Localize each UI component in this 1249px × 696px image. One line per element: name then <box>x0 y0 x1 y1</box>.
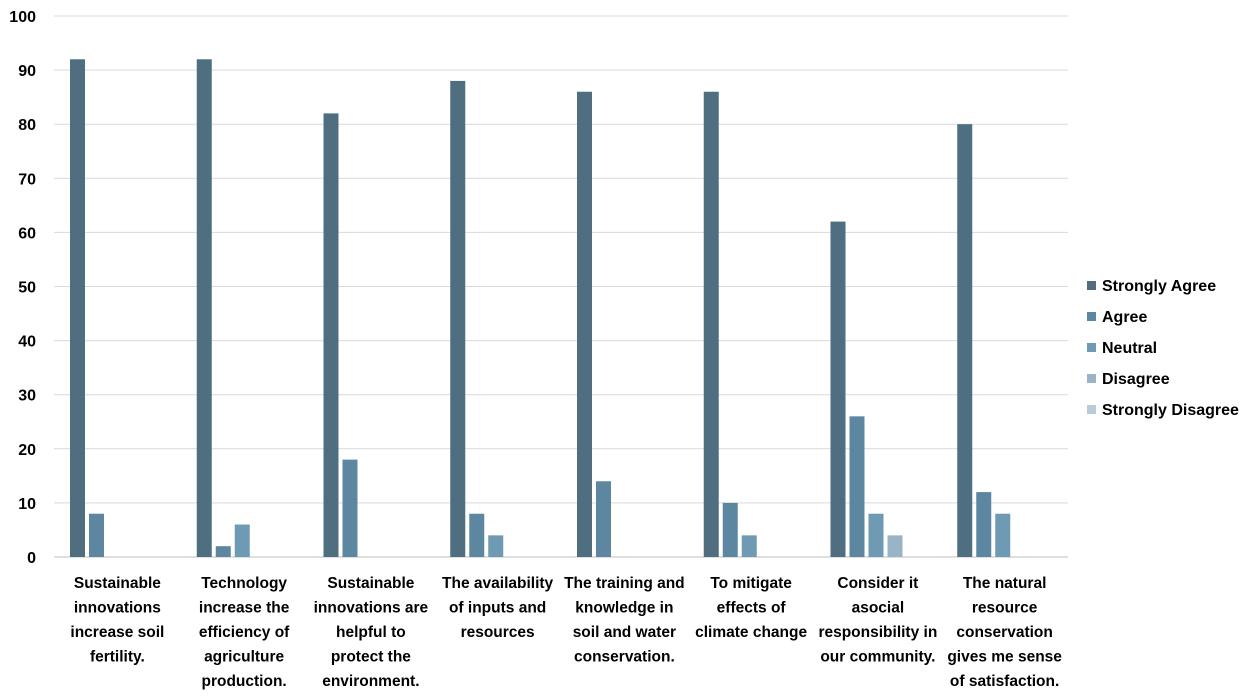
x-category-label-line: fertility. <box>90 649 145 666</box>
bars <box>70 59 1011 558</box>
x-category-label-line: innovations <box>74 600 161 617</box>
bar-strongly-agree-2 <box>323 113 339 557</box>
bar-neutral-3 <box>488 535 504 557</box>
x-category-label: The training and knowledge in soil and wat… <box>564 575 685 666</box>
x-category-label-line: The availability <box>442 575 554 592</box>
x-category-label-line: effects of <box>717 600 787 617</box>
bar-neutral-6 <box>868 513 884 557</box>
bar-agree-2 <box>342 459 358 557</box>
x-category-label-line: conservation <box>956 624 1052 641</box>
x-category-label-line: conservation. <box>574 649 675 666</box>
bar-agree-3 <box>469 513 485 557</box>
x-category-label-line: of satisfaction. <box>950 673 1059 690</box>
bar-agree-6 <box>849 416 865 557</box>
y-tick-label: 10 <box>18 496 36 513</box>
x-axis-category-labels: Sustainable innovations increase soil ferti… <box>70 575 1062 690</box>
x-category-label-line: asocial <box>852 600 905 617</box>
x-category-label-line: knowledge in <box>575 600 673 617</box>
x-category-label-line: resource <box>972 600 1038 617</box>
x-category-label-line: The natural <box>963 575 1047 592</box>
y-tick-label: 70 <box>18 171 36 188</box>
x-category-label-line: Consider it <box>837 575 918 592</box>
bar-strongly-agree-7 <box>957 124 973 557</box>
x-category-label-line: agriculture <box>204 649 284 666</box>
x-category-label: Consider it asocial responsibility in our c… <box>818 575 937 666</box>
bar-disagree-6 <box>887 535 903 557</box>
bar-strongly-agree-0 <box>70 59 85 557</box>
y-tick-label: 40 <box>18 334 36 351</box>
x-category-label: Sustainable innovations increase soil ferti… <box>70 575 164 666</box>
bar-agree-5 <box>722 502 738 557</box>
y-tick-label: 90 <box>18 63 36 80</box>
gridlines <box>54 15 1068 558</box>
legend-swatch <box>1087 405 1096 414</box>
legend-label: Disagree <box>1102 371 1170 388</box>
legend-swatch <box>1087 374 1096 383</box>
x-category-label: Technology increase the efficiency of agric… <box>199 575 290 690</box>
bar-agree-7 <box>976 492 992 557</box>
y-tick-label: 0 <box>27 550 36 567</box>
x-category-label-line: climate change <box>695 624 807 641</box>
legend-label: Strongly Disagree <box>1102 402 1239 419</box>
x-category-label-line: The training and <box>564 575 685 592</box>
x-category-label-line: Technology <box>201 575 287 592</box>
x-category-label-line: environment. <box>322 673 419 690</box>
y-tick-label: 30 <box>18 388 36 405</box>
y-axis-ticks: 0 10 20 30 40 50 60 70 80 90 100 <box>9 9 36 567</box>
x-category-label-line: our community. <box>820 649 935 666</box>
bar-neutral-5 <box>741 535 757 557</box>
bar-strongly-agree-6 <box>830 221 846 557</box>
y-tick-label: 100 <box>9 9 36 26</box>
x-category-label-line: innovations are <box>314 600 429 617</box>
legend-label: Strongly Agree <box>1102 278 1216 295</box>
x-category-label-line: production. <box>202 673 287 690</box>
x-category-label-line: resources <box>461 624 535 641</box>
x-category-label-line: Sustainable <box>327 575 414 592</box>
legend-swatch <box>1087 281 1096 290</box>
legend-label: Neutral <box>1102 340 1157 357</box>
x-category-label-line: soil and water <box>573 624 676 641</box>
x-category-label-line: increase soil <box>70 624 164 641</box>
bar-neutral-1 <box>234 524 250 557</box>
x-category-label-line: efficiency of <box>199 624 290 641</box>
x-category-label-line: of inputs and <box>449 600 546 617</box>
x-category-label-line: helpful to <box>336 624 406 641</box>
x-category-label: The natural resource conservation gives me … <box>947 575 1062 690</box>
x-category-label-line: responsibility in <box>818 624 937 641</box>
y-tick-label: 60 <box>18 225 36 242</box>
x-category-label-line: Sustainable <box>74 575 161 592</box>
x-category-label: To mitigate effects of climate change <box>695 575 807 641</box>
x-category-label-line: increase the <box>199 600 290 617</box>
legend-swatch <box>1087 343 1096 352</box>
y-tick-label: 20 <box>18 442 36 459</box>
x-category-label: The availability of inputs and resources <box>442 575 554 641</box>
bar-strongly-agree-3 <box>450 80 466 558</box>
y-tick-label: 50 <box>18 280 36 297</box>
legend: Strongly Agree Agree Neutral Disagree Strong… <box>1087 278 1239 419</box>
x-category-label: Sustainable innovations are helpful to prot… <box>314 575 429 690</box>
x-category-label-line: protect the <box>331 649 411 666</box>
bar-strongly-agree-4 <box>577 91 592 558</box>
x-category-label-line: gives me sense <box>947 649 1062 666</box>
bar-agree-0 <box>89 513 104 557</box>
legend-swatch <box>1087 312 1096 321</box>
bar-neutral-7 <box>995 513 1011 557</box>
y-tick-label: 80 <box>18 117 36 134</box>
bar-strongly-agree-5 <box>703 91 719 558</box>
x-category-label-line: To mitigate <box>710 575 792 592</box>
bar-agree-4 <box>596 481 611 557</box>
bar-agree-1 <box>215 546 231 557</box>
bar-strongly-agree-1 <box>196 59 212 557</box>
legend-label: Agree <box>1102 309 1147 326</box>
